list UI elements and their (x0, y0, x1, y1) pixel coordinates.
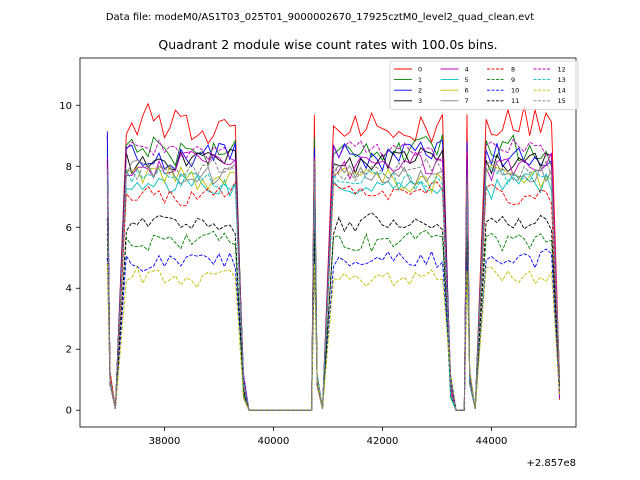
series-line-4 (106, 151, 561, 411)
series-line-12 (106, 138, 561, 411)
y-tick-label: 6 (66, 223, 72, 234)
y-tick-label: 2 (66, 345, 72, 356)
series-line-0 (106, 102, 561, 411)
x-tick-label: 40000 (258, 436, 290, 447)
x-tick-label: 42000 (367, 436, 399, 447)
legend-label: 14 (558, 87, 566, 95)
series-line-14 (106, 263, 561, 411)
series-line-3 (106, 147, 561, 411)
series-line-7 (106, 159, 561, 411)
legend-label: 4 (465, 65, 469, 73)
legend-label: 11 (511, 97, 519, 105)
legend-label: 15 (558, 97, 566, 105)
legend-label: 5 (465, 76, 469, 84)
y-tick-label: 4 (66, 284, 72, 295)
series-line-15 (106, 156, 561, 411)
series-line-10 (106, 248, 561, 411)
legend-label: 6 (465, 87, 469, 95)
series-line-8 (106, 181, 561, 411)
y-tick-label: 8 (66, 162, 72, 173)
x-tick-label: 44000 (476, 436, 508, 447)
legend-label: 3 (418, 97, 422, 105)
legend-label: 0 (418, 65, 422, 73)
series-line-1 (106, 133, 561, 411)
axis-ticks: 38000 40000 42000 44000 0 2 4 6 8 10 (59, 101, 507, 447)
series-line-13 (106, 167, 561, 411)
legend-label: 7 (465, 97, 469, 105)
series-line-5 (106, 172, 561, 411)
figure-suptitle: Data file: modeM0/AS1T03_025T01_90000026… (106, 12, 534, 23)
plot-area (106, 102, 561, 411)
legend-label: 9 (511, 76, 515, 84)
series-line-6 (106, 163, 561, 411)
legend-label: 13 (558, 76, 566, 84)
y-tick-label: 0 (66, 406, 72, 417)
series-line-11 (106, 212, 561, 411)
legend-label: 10 (511, 87, 519, 95)
legend-label: 1 (418, 76, 422, 84)
y-tick-label: 10 (59, 101, 72, 112)
legend-label: 2 (418, 87, 422, 95)
axes-frame (79, 57, 577, 428)
x-tick-label: 38000 (149, 436, 181, 447)
legend-label: 8 (511, 65, 515, 73)
legend-label: 12 (558, 65, 566, 73)
chart-title: Quadrant 2 module wise count rates with … (158, 37, 497, 52)
legend-box (389, 60, 579, 110)
x-offset-label: +2.857e8 (526, 458, 576, 469)
